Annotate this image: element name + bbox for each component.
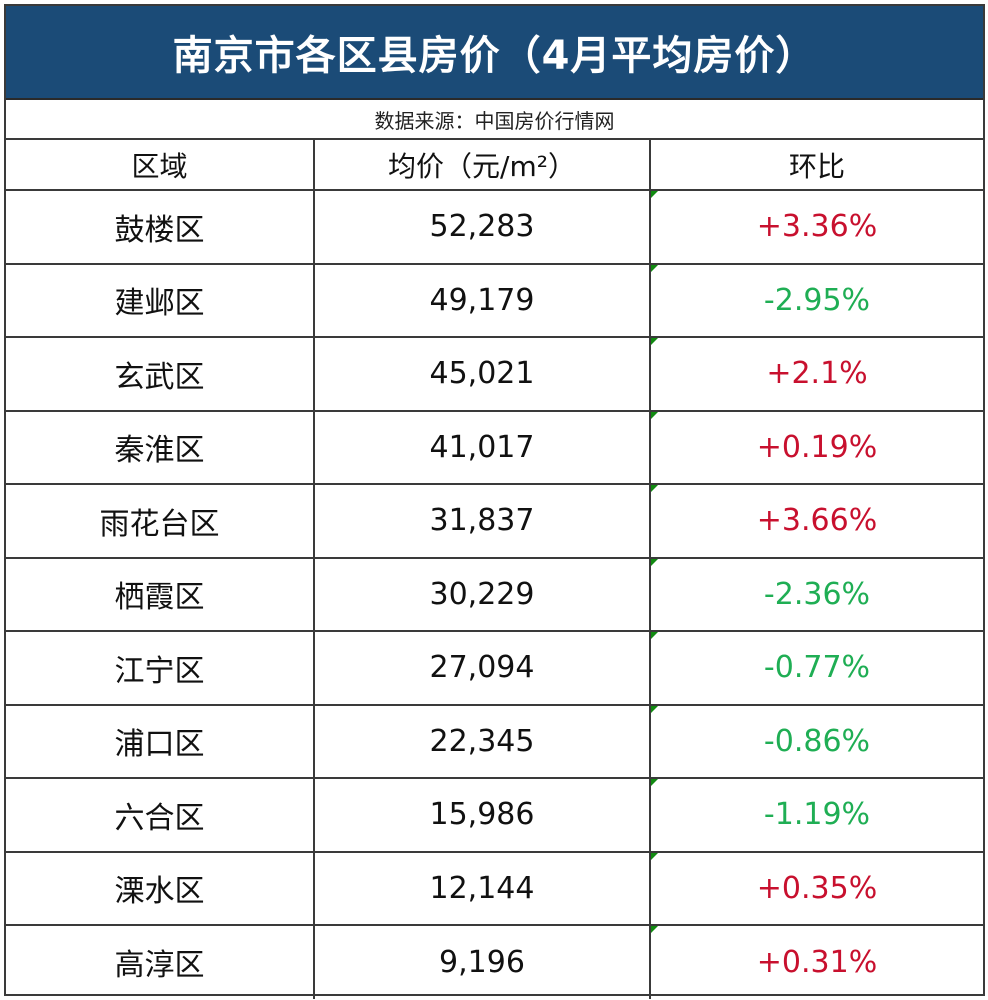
change-value: +3.36% <box>756 209 878 245</box>
table-row: 秦淮区 41,017 +0.19% <box>6 410 983 485</box>
error-indicator-icon <box>651 926 658 933</box>
table-row: 栖霞区 30,229 -2.36% <box>6 557 983 632</box>
district-price-table: 区域 均价（元/m²） 环比 鼓楼区 52,283 +3.36% 建邺区 49,179 -… <box>6 140 983 999</box>
error-indicator-icon <box>651 852 658 860</box>
error-indicator-icon <box>651 191 658 198</box>
district-cell[interactable]: 建邺区 <box>6 263 315 338</box>
change-cell[interactable]: +3.66% <box>650 484 983 559</box>
price-cell[interactable]: 45,021 <box>314 337 651 412</box>
table-title: 南京市各区县房价（4月平均房价） <box>6 6 983 100</box>
change-cell[interactable]: -0.86% <box>650 704 983 779</box>
district-cell[interactable]: 鼓楼区 <box>6 190 315 265</box>
change-cell[interactable]: -2.95% <box>650 263 983 338</box>
price-cell[interactable]: 15,986 <box>314 778 651 853</box>
table-row: 建邺区 49,179 -2.95% <box>6 263 983 338</box>
price-table-sheet: 南京市各区县房价（4月平均房价） 数据来源：中国房价行情网 区域 均价（元/m²… <box>4 4 985 999</box>
data-source-note: 数据来源：中国房价行情网 <box>6 100 983 140</box>
change-value: -0.86% <box>763 723 871 759</box>
price-cell[interactable]: 30,229 <box>314 557 651 632</box>
column-header-district: 区域 <box>6 140 315 191</box>
error-indicator-icon <box>651 264 658 272</box>
header-row: 区域 均价（元/m²） 环比 <box>6 140 983 191</box>
column-header-change: 环比 <box>650 140 983 191</box>
table-row: 江宁区 27,094 -0.77% <box>6 631 983 706</box>
change-value: +2.1% <box>766 356 868 392</box>
change-value: +0.35% <box>756 870 878 906</box>
price-cell[interactable]: 41,017 <box>314 410 651 485</box>
change-cell[interactable]: -1.19% <box>650 778 983 853</box>
district-cell[interactable]: 浦口区 <box>6 704 315 779</box>
table-row: 玄武区 45,021 +2.1% <box>6 337 983 412</box>
change-value: +0.31% <box>756 944 878 980</box>
change-cell[interactable]: -2.36% <box>650 557 983 632</box>
change-value: -1.19% <box>763 797 871 833</box>
change-cell[interactable]: +0.35% <box>650 851 983 926</box>
district-cell[interactable]: 栖霞区 <box>6 557 315 632</box>
price-cell[interactable]: 12,144 <box>314 851 651 926</box>
district-cell[interactable]: 玄武区 <box>6 337 315 412</box>
change-value: -2.36% <box>763 576 871 612</box>
district-cell[interactable]: 六合区 <box>6 778 315 853</box>
error-indicator-icon <box>651 632 658 639</box>
change-value: -0.77% <box>763 650 871 686</box>
change-value: -2.95% <box>763 282 871 318</box>
change-cell[interactable]: +0.19% <box>650 410 983 485</box>
change-value: +0.19% <box>756 429 878 465</box>
district-cell[interactable]: 雨花台区 <box>6 484 315 559</box>
table-row: 高淳区 9,196 +0.31% <box>6 925 983 999</box>
change-cell[interactable]: +0.31% <box>650 925 983 999</box>
price-cell[interactable]: 49,179 <box>314 263 651 338</box>
error-indicator-icon <box>651 705 658 713</box>
error-indicator-icon <box>651 558 658 566</box>
price-cell[interactable]: 52,283 <box>314 190 651 265</box>
table-row: 雨花台区 31,837 +3.66% <box>6 484 983 559</box>
change-value: +3.66% <box>756 503 878 539</box>
error-indicator-icon <box>651 485 658 492</box>
price-cell[interactable]: 9,196 <box>314 925 651 999</box>
price-cell[interactable]: 22,345 <box>314 704 651 779</box>
district-cell[interactable]: 秦淮区 <box>6 410 315 485</box>
table-row: 六合区 15,986 -1.19% <box>6 778 983 853</box>
error-indicator-icon <box>651 338 658 345</box>
district-cell[interactable]: 高淳区 <box>6 925 315 999</box>
change-cell[interactable]: -0.77% <box>650 631 983 706</box>
error-indicator-icon <box>651 779 658 786</box>
change-cell[interactable]: +3.36% <box>650 190 983 265</box>
price-cell[interactable]: 31,837 <box>314 484 651 559</box>
table-row: 鼓楼区 52,283 +3.36% <box>6 190 983 265</box>
error-indicator-icon <box>651 411 658 419</box>
table-row: 浦口区 22,345 -0.86% <box>6 704 983 779</box>
table-row: 溧水区 12,144 +0.35% <box>6 851 983 926</box>
price-cell[interactable]: 27,094 <box>314 631 651 706</box>
district-cell[interactable]: 溧水区 <box>6 851 315 926</box>
district-cell[interactable]: 江宁区 <box>6 631 315 706</box>
change-cell[interactable]: +2.1% <box>650 337 983 412</box>
column-header-price: 均价（元/m²） <box>314 140 651 191</box>
